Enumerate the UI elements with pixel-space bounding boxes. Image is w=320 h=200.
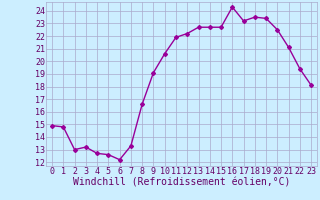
X-axis label: Windchill (Refroidissement éolien,°C): Windchill (Refroidissement éolien,°C) — [73, 178, 290, 188]
